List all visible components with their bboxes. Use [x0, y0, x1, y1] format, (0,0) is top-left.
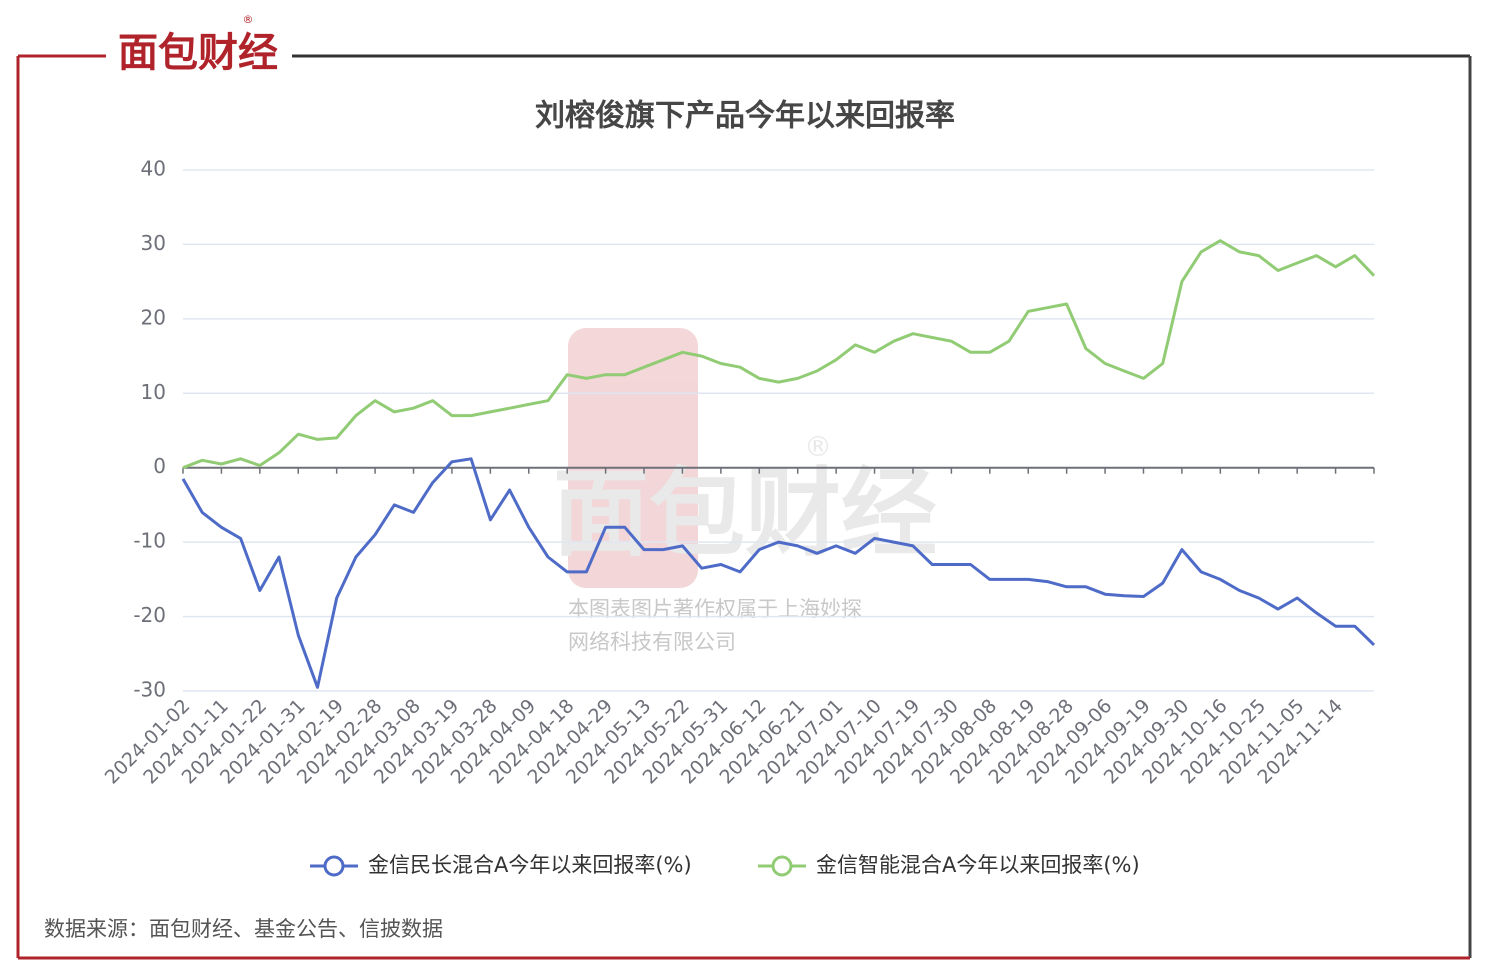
series-line: [182, 239, 1376, 470]
y-tick-label: 40: [141, 157, 166, 181]
y-tick-label: 20: [141, 305, 166, 329]
y-tick-label: 10: [141, 380, 166, 404]
watermark-text: 本图表图片著作权属于上海妙探: [568, 597, 862, 621]
y-tick-label: -30: [133, 678, 166, 702]
legend-marker: [771, 855, 793, 877]
y-tick-label: 0: [153, 454, 166, 478]
series-line: [181, 457, 1376, 689]
legend-item[interactable]: 金信智能混合A今年以来回报率(%): [758, 853, 1140, 877]
y-tick-label: -10: [133, 529, 166, 553]
brand-name: 面包财经: [118, 30, 278, 76]
watermark-text: 网络科技有限公司: [568, 630, 736, 654]
watermark-logo: 面包财经: [553, 457, 937, 569]
chart-title: 刘榕俊旗下产品今年以来回报率: [535, 99, 955, 134]
source: 数据来源：面包财经、基金公告、信披数据: [44, 917, 443, 941]
brand-mark: ®: [243, 13, 254, 26]
brand-bg: [106, 30, 290, 76]
y-tick-label: 30: [141, 231, 166, 255]
y-tick-label: -20: [133, 603, 166, 627]
legend-label: 金信民长混合A今年以来回报率(%): [368, 853, 692, 877]
legend-item[interactable]: 金信民长混合A今年以来回报率(%): [310, 853, 692, 877]
watermark-mark: ®: [804, 430, 832, 463]
watermark: 面包财经 ®: [553, 328, 937, 588]
legend-label: 金信智能混合A今年以来回报率(%): [816, 853, 1140, 877]
legend-marker: [323, 855, 345, 877]
